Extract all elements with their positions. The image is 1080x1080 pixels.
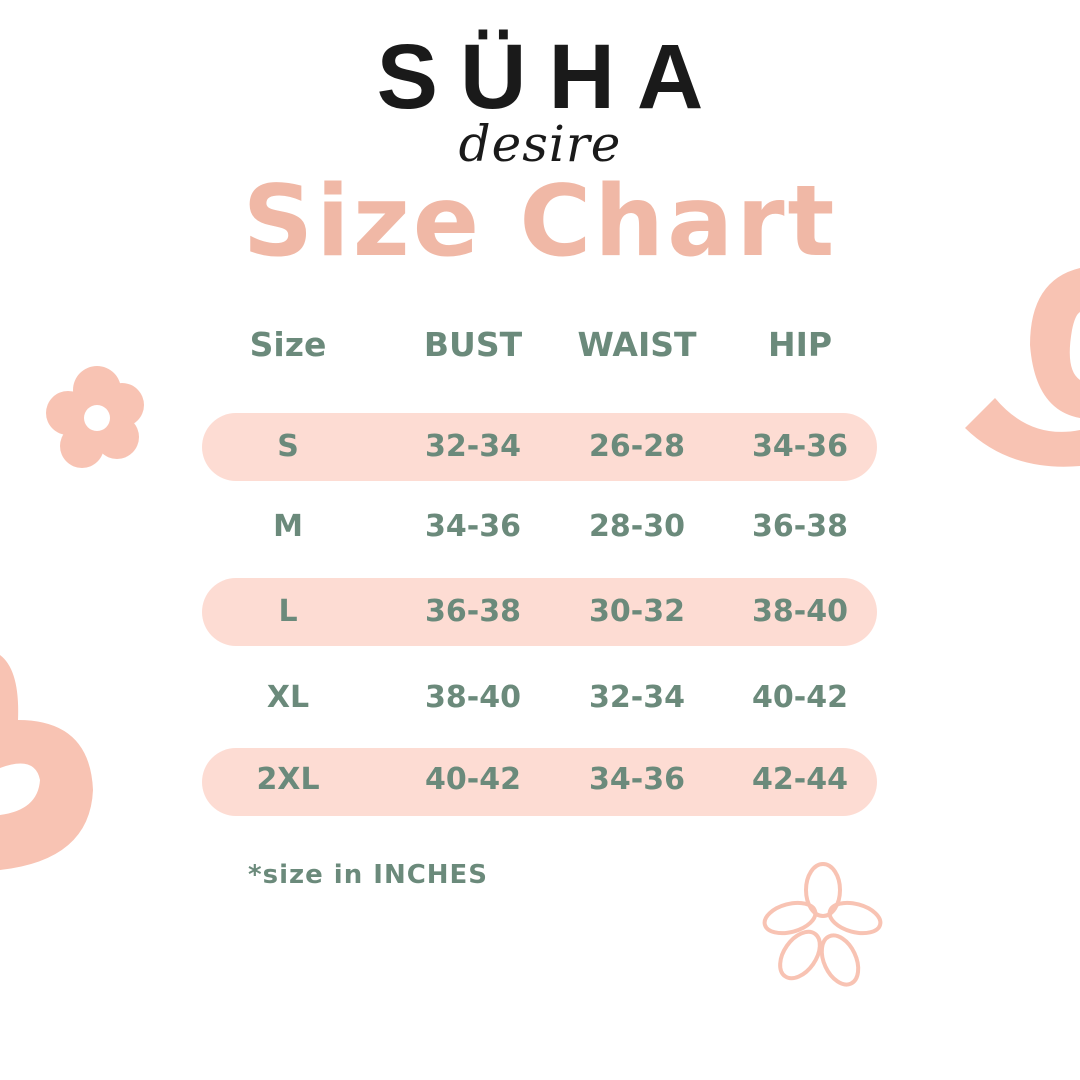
measurement-cell: 34-36: [752, 429, 848, 464]
column-header-bust: BUST: [423, 325, 523, 364]
column-header-hip: HIP: [767, 325, 833, 364]
swirl-shape-left: [0, 655, 93, 870]
measurement-cell: 36-38: [752, 509, 848, 544]
brand-logo: SÜHA: [376, 26, 726, 128]
flower-icon: [46, 366, 144, 468]
footnote: *size in INCHES: [248, 860, 489, 890]
size-label: XL: [266, 680, 310, 715]
measurement-cell: 40-42: [752, 680, 848, 715]
size-label: M: [273, 509, 303, 544]
measurement-cell: 28-30: [589, 509, 685, 544]
row-highlight: [202, 413, 877, 481]
measurement-cell: 38-40: [425, 680, 521, 715]
measurement-cell: 30-32: [589, 594, 685, 629]
measurement-cell: 32-34: [589, 680, 685, 715]
measurement-cell: 32-34: [425, 429, 521, 464]
measurement-cell: 34-36: [425, 509, 521, 544]
size-label: 2XL: [256, 762, 320, 797]
page-title: Size Chart: [242, 165, 838, 279]
row-highlight: [202, 748, 877, 816]
size-label: S: [277, 429, 299, 464]
size-label: L: [278, 594, 298, 629]
measurement-cell: 38-40: [752, 594, 848, 629]
measurement-cell: 42-44: [752, 762, 848, 797]
column-header-size: Size: [249, 325, 327, 364]
row-highlight: [202, 578, 877, 646]
column-header-waist: WAIST: [577, 325, 697, 364]
brand-tagline: desire: [458, 115, 622, 173]
measurement-cell: 34-36: [589, 762, 685, 797]
swirl-shape-right: [965, 268, 1080, 467]
measurement-cell: 26-28: [589, 429, 685, 464]
measurement-cell: 36-38: [425, 594, 521, 629]
outline-flower-icon: [762, 862, 883, 987]
measurement-cell: 40-42: [425, 762, 521, 797]
